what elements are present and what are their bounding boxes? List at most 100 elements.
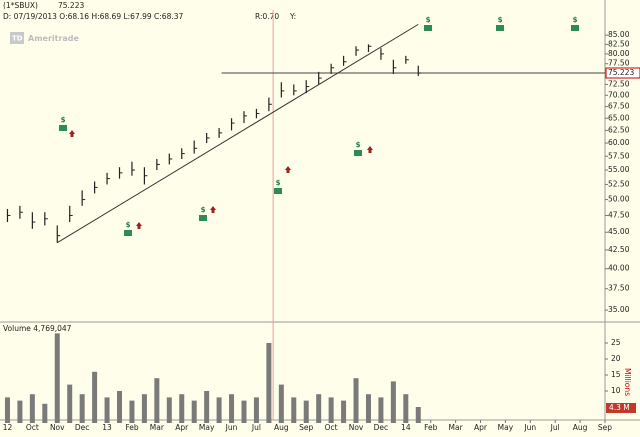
- last-price-box: [605, 67, 640, 79]
- dividend-marker: $: [126, 221, 131, 229]
- y-tick-label: 77.50: [608, 59, 630, 68]
- y-tick-label: 42.50: [608, 245, 630, 254]
- brand-logo-box: [10, 32, 24, 44]
- y2-tick-label: 15: [611, 370, 621, 379]
- x-tick-label: 14: [401, 423, 411, 432]
- volume-bar: [4, 397, 10, 423]
- dividend-marker: $: [61, 116, 66, 124]
- x-tick-label: Jul: [251, 423, 261, 432]
- volume-bar: [216, 397, 222, 423]
- x-tick-label: Aug: [573, 423, 588, 432]
- dividend-icon: [571, 25, 579, 31]
- dividend-icon: [199, 215, 207, 221]
- y-tick-label: 82.50: [608, 39, 630, 48]
- x-tick-label: Oct: [26, 423, 39, 432]
- volume-bar: [179, 394, 185, 423]
- y-tick-label: 37.50: [608, 284, 630, 293]
- volume-bar: [17, 400, 23, 423]
- x-tick-label: Sep: [598, 423, 612, 432]
- y-tick-label: 80.00: [608, 49, 630, 58]
- dividend-icon: [354, 150, 362, 156]
- dividend-marker: $: [356, 141, 361, 149]
- brand: Ameritrade: [28, 34, 80, 43]
- x-tick-label: May: [199, 423, 215, 432]
- bar-info: D: 07/19/2013 O:68.16 H:68.69 L:67.99 C:…: [3, 12, 183, 21]
- volume-bar: [229, 394, 235, 423]
- dividend-marker: $: [201, 206, 206, 214]
- dividend-marker: $: [426, 16, 431, 24]
- y-tick-label: 85.00: [608, 30, 630, 39]
- y-tick-label: 72.50: [608, 79, 630, 88]
- x-tick-label: Aug: [274, 423, 289, 432]
- volume-axis-label: Millions: [623, 368, 632, 396]
- y-tick-label: 55.00: [608, 165, 630, 174]
- x-tick-label: Mar: [150, 423, 165, 432]
- volume-bar: [29, 394, 35, 423]
- volume-bar: [117, 391, 123, 423]
- volume-bar: [104, 397, 110, 423]
- volume-bar: [241, 400, 247, 423]
- x-tick-label: Feb: [424, 423, 438, 432]
- y-tick-label: 70.00: [608, 90, 630, 99]
- x-tick-label: Apr: [175, 423, 189, 432]
- brand-logo: TD: [12, 35, 23, 43]
- dividend-marker: $: [498, 16, 503, 24]
- earnings-icon: [136, 222, 142, 229]
- dividend-icon: [274, 188, 282, 194]
- x-tick-label: Jun: [225, 423, 238, 432]
- x-tick-label: Jul: [550, 423, 560, 432]
- volume-bar: [204, 391, 210, 423]
- y-tick-label: 35.00: [608, 305, 630, 314]
- dividend-icon: [424, 25, 432, 31]
- last-volume-label: 4.3 M: [609, 403, 630, 412]
- x-tick-label: Feb: [125, 423, 139, 432]
- r-value: R:0.70: [255, 12, 279, 21]
- y2-tick-label: 25: [611, 338, 621, 347]
- volume-bar: [191, 400, 197, 423]
- plot-background: [0, 0, 605, 420]
- last-price-label: 75.223: [608, 68, 634, 77]
- x-tick-label: Dec: [75, 423, 90, 432]
- dividend-marker: $: [573, 16, 578, 24]
- last-volume-box: [606, 403, 636, 413]
- volume-bar: [92, 371, 98, 423]
- volume-bar: [129, 400, 135, 423]
- symbol: (1*SBUX): [3, 1, 38, 10]
- volume-bar: [79, 394, 85, 423]
- volume-bar: [378, 397, 384, 423]
- volume-bar: [403, 394, 409, 423]
- x-tick-label: Mar: [449, 423, 464, 432]
- y-tick-label: 65.00: [608, 113, 630, 122]
- x-tick-label: Jun: [523, 423, 536, 432]
- volume-bar: [253, 397, 259, 423]
- volume-bar: [54, 333, 60, 423]
- y-tick-label: 40.00: [608, 264, 630, 273]
- dividend-icon: [496, 25, 504, 31]
- x-tick-label: Sep: [299, 423, 313, 432]
- last-price: 75.223: [58, 1, 84, 10]
- x-axis-background: [0, 420, 640, 437]
- earnings-icon: [210, 206, 216, 213]
- volume-bar: [154, 378, 160, 423]
- x-tick-label: Dec: [374, 423, 389, 432]
- y-tick-label: 47.50: [608, 210, 630, 219]
- y-tick-label: 60.00: [608, 138, 630, 147]
- earnings-icon: [69, 130, 75, 137]
- dividend-marker: $: [276, 179, 281, 187]
- earnings-icon: [367, 146, 373, 153]
- volume-bar: [278, 384, 284, 423]
- y-value: Y:: [289, 12, 296, 21]
- y2-tick-label: 10: [611, 386, 621, 395]
- volume-bar: [365, 394, 371, 423]
- volume-bar: [390, 381, 396, 423]
- y-tick-label: 52.50: [608, 179, 630, 188]
- volume-bar: [353, 378, 359, 423]
- y-tick-label: 45.00: [608, 227, 630, 236]
- volume-bar: [303, 400, 309, 423]
- x-tick-label: Apr: [474, 423, 488, 432]
- dividend-icon: [59, 125, 67, 131]
- volume-bar: [266, 343, 272, 423]
- earnings-icon: [285, 166, 291, 173]
- volume-bar: [67, 384, 73, 423]
